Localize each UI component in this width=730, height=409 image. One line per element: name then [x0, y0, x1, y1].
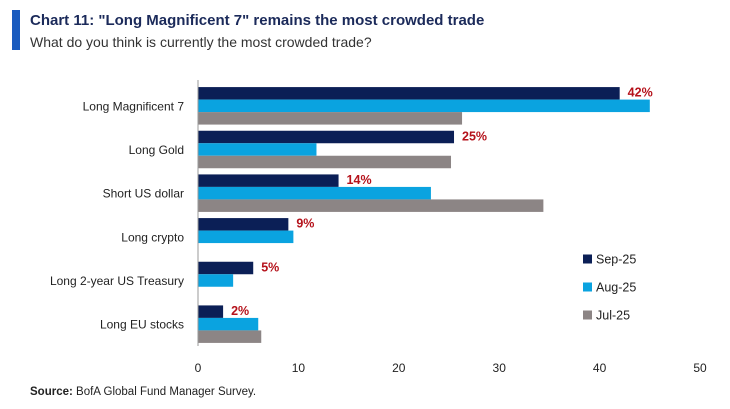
axis-layer: 0 10 20 30 40 50: [195, 80, 707, 375]
legend-label: Jul-25: [596, 309, 630, 323]
bar: [198, 230, 294, 244]
bar: [198, 174, 339, 187]
bar: [198, 261, 254, 275]
category-label: Long Gold: [129, 143, 184, 157]
x-tick-label: 0: [195, 361, 202, 375]
category-label: Long EU stocks: [100, 318, 184, 332]
bar: [198, 99, 650, 113]
legend-label: Aug-25: [596, 281, 636, 295]
source-text: BofA Global Fund Manager Survey.: [72, 386, 257, 398]
bar: [198, 274, 234, 287]
category-label: Long crypto: [121, 230, 184, 244]
data-label: 42%: [628, 86, 653, 100]
bar: [198, 143, 317, 156]
title-accent-bar: [12, 10, 20, 50]
bar: [198, 130, 455, 144]
category-label: Long Magnificent 7: [83, 99, 185, 113]
category-label: Long 2-year US Treasury: [50, 274, 184, 288]
legend-swatch: [583, 282, 592, 292]
source-note: Source: BofA Global Fund Manager Survey.: [30, 386, 256, 398]
data-label: 14%: [347, 173, 372, 187]
chart-subtitle: What do you think is currently the most …: [30, 34, 372, 50]
data-label: 2%: [231, 304, 249, 318]
bars-layer: [198, 87, 650, 343]
x-tick-label: 10: [292, 361, 306, 375]
legend-swatch: [583, 254, 592, 264]
bar: [198, 218, 289, 231]
x-tick-label: 50: [693, 361, 707, 375]
bar: [198, 330, 262, 343]
data-labels: 42% 25% 14% 9% 5% 2%: [231, 86, 653, 318]
bar: [198, 305, 224, 318]
bar: [198, 199, 544, 212]
bar: [198, 186, 431, 200]
bar: [198, 155, 452, 169]
bar: [198, 317, 259, 331]
legend-swatch: [583, 310, 592, 320]
legend: Sep-25 Aug-25 Jul-25: [583, 253, 636, 323]
legend-label: Sep-25: [596, 253, 636, 267]
bar: [198, 112, 463, 125]
bar: [198, 87, 620, 100]
data-label: 25%: [462, 129, 487, 143]
data-label: 9%: [296, 217, 314, 231]
chart-title: Chart 11: "Long Magnificent 7" remains t…: [30, 12, 485, 29]
category-labels: Long Magnificent 7 Long Gold Short US doll…: [50, 99, 184, 331]
x-tick-label: 40: [593, 361, 607, 375]
x-tick-label: 30: [493, 361, 507, 375]
category-label: Short US dollar: [103, 187, 184, 201]
data-label: 5%: [261, 260, 279, 274]
x-tick-label: 20: [392, 361, 406, 375]
source-label: Source:: [30, 386, 73, 398]
